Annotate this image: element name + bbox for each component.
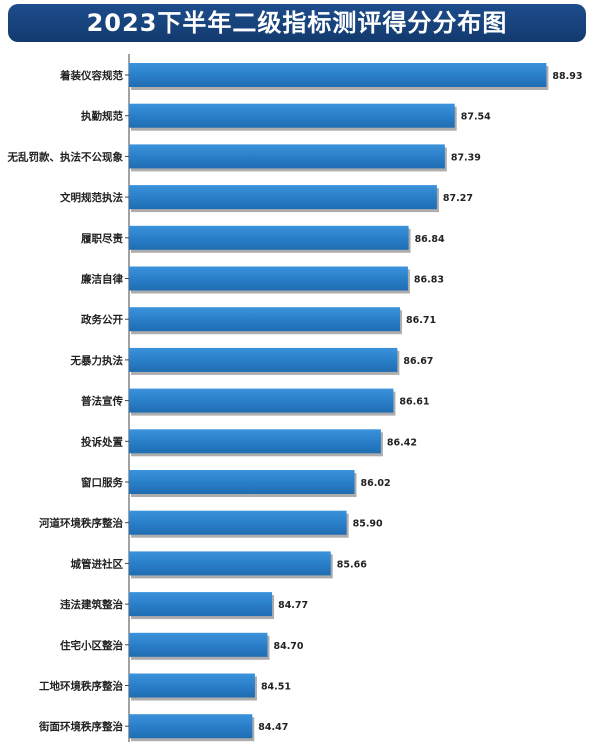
- chart-title: 2023下半年二级指标测评得分分布图: [86, 9, 508, 37]
- bar: [129, 551, 331, 576]
- value-label: 85.66: [337, 559, 367, 570]
- category-label: 城管进社区: [71, 557, 124, 570]
- category-label: 着装仪容规范: [59, 69, 123, 82]
- category-label: 窗口服务: [81, 476, 123, 489]
- bar: [129, 144, 445, 169]
- category-label: 政务公开: [81, 313, 123, 326]
- category-label: 街面环境秩序整治: [38, 720, 123, 733]
- bar: [129, 510, 347, 535]
- value-label: 84.47: [258, 722, 288, 733]
- value-label: 84.77: [278, 600, 308, 611]
- value-label: 88.93: [552, 71, 582, 82]
- value-label: 84.70: [273, 641, 303, 652]
- value-label: 86.02: [361, 478, 391, 489]
- category-label: 违法建筑整治: [60, 598, 123, 611]
- title-banner: 2023下半年二级指标测评得分分布图: [8, 4, 586, 42]
- category-label: 河道环境秩序整治: [39, 517, 123, 530]
- value-label: 86.42: [387, 437, 417, 448]
- bar: [129, 185, 437, 210]
- bar: [129, 592, 273, 617]
- category-label: 文明规范执法: [59, 191, 123, 204]
- bar: [129, 714, 253, 739]
- category-label: 普法宣传: [81, 395, 123, 408]
- category-label: 廉洁自律: [81, 273, 123, 286]
- bar: [129, 307, 401, 332]
- bar: [129, 388, 394, 413]
- value-label: 86.61: [399, 397, 429, 408]
- value-label: 87.39: [451, 152, 481, 163]
- category-label: 执勤规范: [81, 110, 123, 123]
- bar: [129, 103, 455, 128]
- value-label: 86.83: [414, 275, 444, 286]
- category-label: 投诉处置: [81, 435, 123, 448]
- value-label: 87.27: [443, 193, 473, 204]
- value-label: 85.90: [353, 519, 383, 530]
- value-label: 86.67: [403, 356, 433, 367]
- bar: [129, 63, 547, 87]
- category-label: 无乱罚款、执法不公现象: [7, 150, 124, 163]
- category-label: 住宅小区整治: [60, 639, 123, 652]
- bar: [129, 470, 355, 494]
- value-label: 87.54: [461, 112, 491, 123]
- category-label: 工地环境秩序整治: [39, 680, 123, 693]
- bar: [129, 225, 409, 250]
- category-label: 无暴力执法: [70, 354, 124, 367]
- bar: [129, 673, 255, 698]
- bar: [129, 347, 398, 372]
- value-label: 86.71: [406, 315, 436, 326]
- category-label: 履职尽责: [80, 232, 123, 245]
- value-label: 84.51: [261, 682, 291, 693]
- bar: [129, 266, 408, 291]
- bar: [129, 632, 268, 657]
- value-label: 86.84: [415, 234, 445, 245]
- bar: [129, 429, 381, 454]
